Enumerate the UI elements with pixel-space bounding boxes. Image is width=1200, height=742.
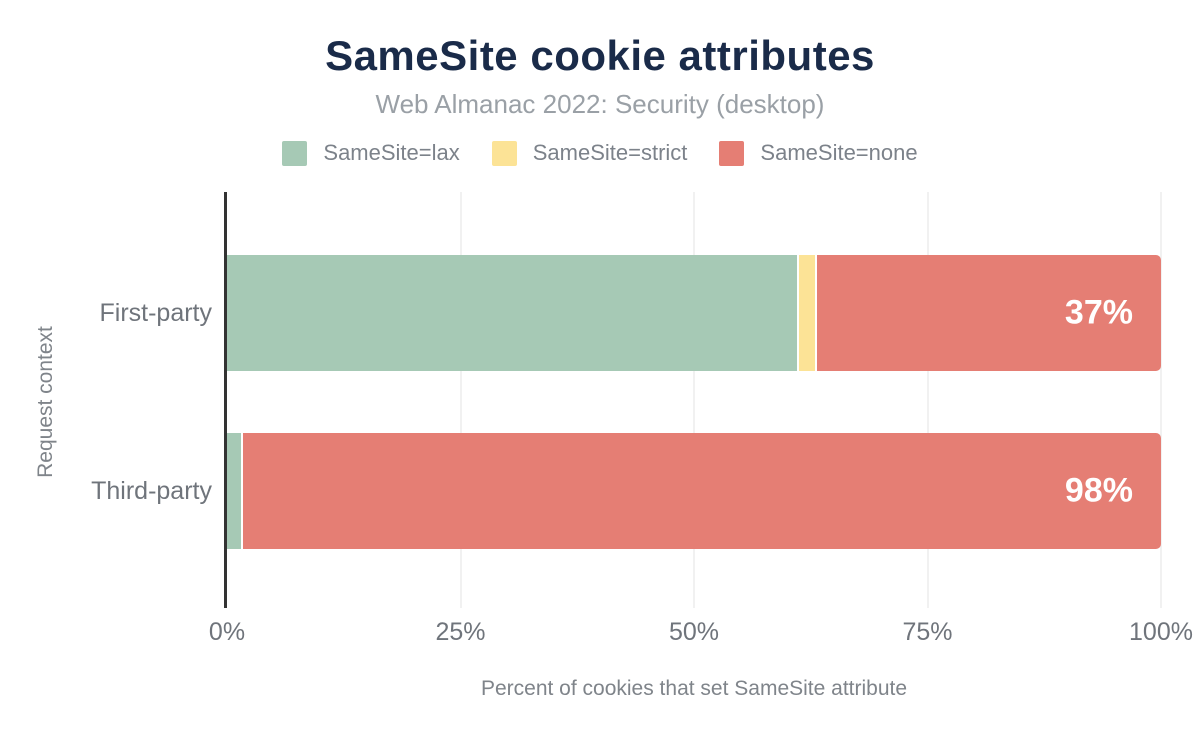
bar-segment-samesite=none: 98% bbox=[241, 433, 1161, 549]
legend-label: SameSite=none bbox=[760, 140, 918, 165]
y-axis-title: Request context bbox=[34, 326, 57, 478]
chart-subtitle: Web Almanac 2022: Security (desktop) bbox=[375, 89, 825, 119]
legend-item-2: SameSite=none bbox=[719, 140, 918, 166]
gridline-100% bbox=[1160, 192, 1162, 608]
legend-swatch-icon bbox=[719, 140, 745, 166]
bar-value-label: 37% bbox=[1064, 293, 1133, 332]
bar-segment-samesite=lax bbox=[227, 433, 241, 549]
x-tick-label-50%: 50% bbox=[668, 618, 720, 646]
bar-segment-samesite=strict bbox=[796, 255, 816, 371]
bar-segment-samesite=none: 37% bbox=[815, 255, 1161, 371]
legend-swatch-icon bbox=[282, 140, 308, 166]
bar-row-third-party: 98% bbox=[227, 433, 1161, 549]
legend-label: SameSite=strict bbox=[532, 140, 688, 165]
legend-swatch-icon bbox=[491, 140, 517, 166]
gridline-25% bbox=[459, 192, 462, 608]
x-tick-label-25%: 25% bbox=[435, 618, 486, 646]
legend: SameSite=lax SameSite=strict SameSite=none bbox=[0, 140, 1200, 166]
y-category-label-third-party: Third-party bbox=[91, 477, 212, 505]
y-axis-line bbox=[224, 192, 227, 608]
bar-value-label: 98% bbox=[1064, 471, 1133, 510]
x-tick-label-100%: 100% bbox=[1129, 618, 1193, 646]
gridline-75% bbox=[926, 192, 929, 608]
chart-title: SameSite cookie attributes bbox=[325, 32, 875, 79]
x-axis-title: Percent of cookies that set SameSite att… bbox=[480, 677, 908, 700]
bar-segment-samesite=lax bbox=[227, 255, 797, 371]
legend-label: SameSite=lax bbox=[323, 140, 460, 165]
x-tick-label-0%: 0% bbox=[208, 618, 246, 646]
legend-item-1: SameSite=strict bbox=[491, 140, 688, 166]
gridline-50% bbox=[693, 192, 695, 608]
y-category-label-first-party: First-party bbox=[99, 299, 213, 327]
bar-row-first-party: 37% bbox=[227, 255, 1161, 371]
plot-area: 37% 98% bbox=[224, 192, 1162, 608]
x-tick-label-75%: 75% bbox=[902, 618, 953, 646]
legend-item-0: SameSite=lax bbox=[282, 140, 460, 166]
